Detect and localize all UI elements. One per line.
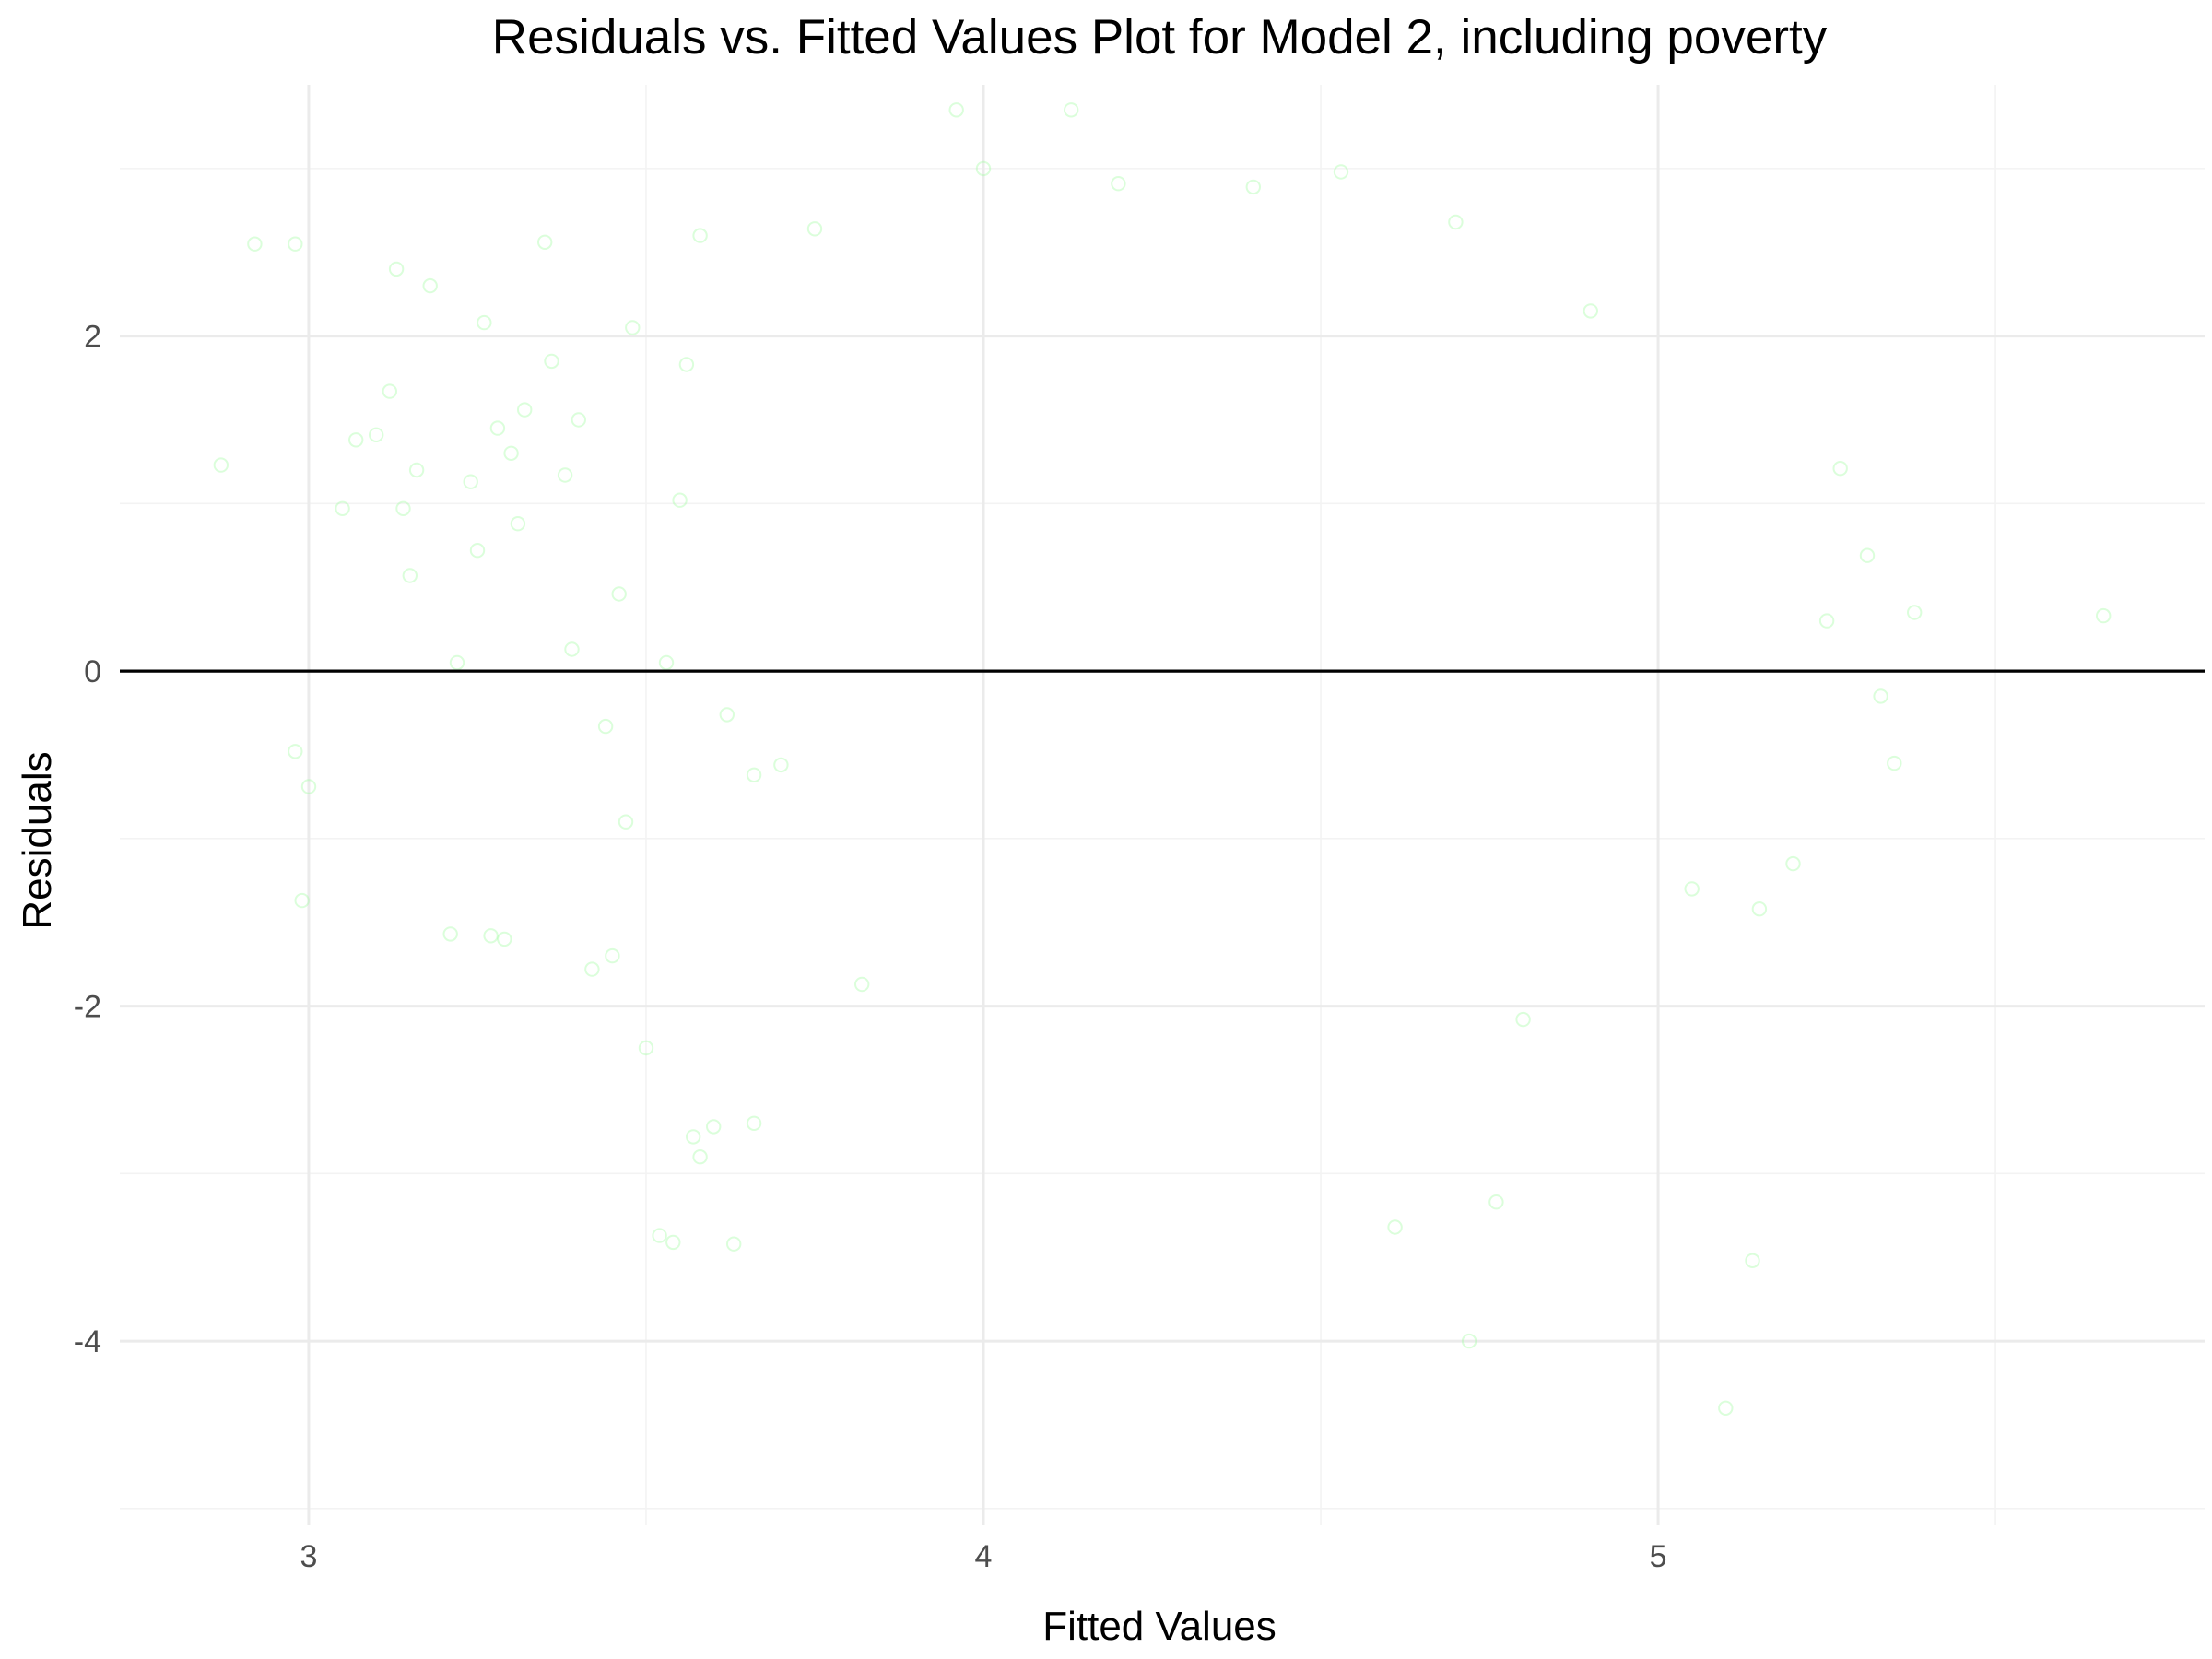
data-point	[294, 892, 310, 909]
data-point	[975, 160, 992, 177]
data-point	[1718, 1400, 1734, 1417]
data-point	[692, 228, 708, 243]
data-point	[665, 1234, 681, 1251]
data-point	[1818, 613, 1835, 629]
data-point	[402, 568, 418, 583]
data-point	[503, 445, 519, 461]
x-tick-label-1: 4	[975, 1539, 993, 1574]
data-point	[672, 492, 688, 508]
data-point	[658, 654, 675, 671]
y-axis-title: Residuals	[15, 751, 60, 929]
data-point	[335, 500, 350, 516]
data-point	[1873, 688, 1888, 704]
data-point	[806, 221, 823, 237]
data-point	[510, 516, 526, 532]
data-point	[247, 236, 263, 252]
data-point	[1515, 1011, 1531, 1028]
data-point	[1448, 214, 1464, 230]
data-point	[388, 261, 405, 277]
data-point	[652, 1228, 667, 1243]
data-point	[1111, 176, 1126, 192]
data-point	[2096, 607, 2112, 624]
data-point	[422, 277, 438, 294]
data-point	[854, 976, 870, 993]
data-point	[442, 926, 458, 942]
data-point	[1461, 1333, 1477, 1349]
data-point	[382, 383, 397, 399]
data-point	[638, 1040, 654, 1056]
data-point	[557, 467, 573, 483]
data-point	[1751, 901, 1768, 917]
data-point	[1832, 461, 1848, 477]
data-point	[686, 1129, 701, 1145]
data-point	[517, 402, 533, 418]
data-point	[746, 767, 762, 782]
data-point	[1907, 605, 1923, 620]
data-point	[463, 474, 478, 489]
data-point	[213, 457, 229, 473]
data-point	[618, 814, 634, 830]
data-point	[1887, 755, 1902, 771]
data-point	[348, 432, 364, 448]
data-point	[408, 462, 425, 478]
data-point	[597, 718, 614, 735]
data-point	[477, 314, 492, 331]
data-point	[369, 427, 384, 442]
data-point	[288, 744, 303, 759]
data-point	[948, 102, 964, 118]
data-point	[564, 641, 580, 657]
data-point	[288, 236, 303, 252]
x-tick-label-2: 5	[1650, 1539, 1667, 1574]
y-tick-label-1: -2	[74, 990, 101, 1025]
data-point	[395, 500, 411, 516]
data-point	[497, 931, 512, 947]
data-point	[1245, 179, 1262, 195]
data-point	[611, 586, 627, 602]
data-point	[605, 947, 620, 964]
data-point	[773, 757, 789, 773]
x-tick-label-0: 3	[300, 1539, 318, 1574]
data-point	[584, 961, 600, 977]
data-point	[544, 353, 559, 370]
data-point	[706, 1119, 722, 1135]
data-point	[726, 1236, 742, 1252]
data-point	[1859, 547, 1876, 563]
data-point	[1064, 102, 1079, 118]
data-point	[719, 707, 735, 723]
data-point	[1583, 303, 1599, 319]
grid-lines	[120, 85, 2205, 1525]
data-point	[678, 357, 695, 372]
data-point	[449, 654, 465, 671]
data-point	[1488, 1194, 1504, 1210]
data-point	[625, 320, 641, 335]
data-point	[469, 543, 486, 559]
data-point	[692, 1149, 708, 1165]
data-point	[489, 420, 506, 436]
data-point	[483, 928, 499, 944]
data-point	[1684, 881, 1700, 897]
y-tick-label-2: 0	[84, 654, 101, 689]
x-axis-title: Fitted Values	[1042, 1604, 1277, 1649]
y-tick-label-3: 2	[84, 320, 101, 355]
data-point	[1745, 1253, 1760, 1269]
data-point	[537, 234, 553, 250]
y-tick-label-0: -4	[74, 1324, 101, 1359]
data-point	[1333, 164, 1349, 180]
data-point	[571, 412, 586, 428]
points-layer	[213, 102, 2112, 1417]
data-point	[1785, 855, 1801, 872]
chart-title: Residuals vs. Fitted Values Plot for Mod…	[492, 10, 1828, 65]
tick-labels: 3 4 5 -4 -2 0 2	[74, 320, 1667, 1574]
data-point	[746, 1115, 762, 1132]
data-point	[300, 779, 317, 794]
data-point	[1387, 1219, 1403, 1235]
